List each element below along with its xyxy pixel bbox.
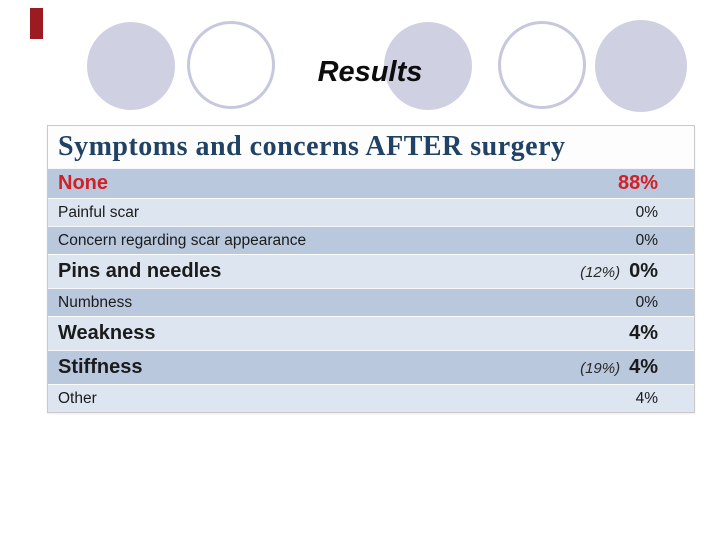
table-row: Stiffness (19%) 4%	[48, 350, 694, 384]
row-label: Painful scar	[58, 203, 139, 221]
row-value: 0%	[635, 293, 658, 311]
row-label: None	[58, 172, 108, 194]
decor-circle-filled-1	[87, 22, 175, 110]
symptoms-table: Symptoms and concerns AFTER surgery None…	[47, 125, 695, 413]
row-label: Other	[58, 389, 97, 407]
row-value-group: 88%	[618, 172, 658, 195]
row-value: 0%	[629, 260, 658, 282]
row-value-group: 4%	[636, 390, 658, 408]
row-value: 0%	[635, 203, 658, 221]
table-title: Symptoms and concerns AFTER surgery	[48, 126, 694, 168]
table-row: Painful scar 0%	[48, 198, 694, 226]
decor-circle-filled-3	[595, 20, 687, 112]
row-label: Concern regarding scar appearance	[58, 231, 307, 249]
table-row: Other 4%	[48, 384, 694, 412]
row-value: 4%	[629, 322, 658, 344]
table-row: None 88%	[48, 168, 694, 198]
row-value-group: 0%	[636, 294, 658, 312]
row-value: 0%	[635, 231, 658, 249]
row-value-group: 0%	[636, 232, 658, 250]
accent-bar	[30, 8, 43, 39]
table-row: Pins and needles (12%) 0%	[48, 254, 694, 288]
row-value-group: (12%) 0%	[580, 260, 658, 283]
symptoms-table-body: None 88% Painful scar 0% Concern regarding s…	[48, 168, 694, 412]
decor-circle-outline-1	[187, 21, 275, 109]
table-row: Concern regarding scar appearance 0%	[48, 226, 694, 254]
row-value: 4%	[635, 389, 658, 407]
row-value-group: (19%) 4%	[580, 356, 658, 379]
row-label: Pins and needles	[58, 260, 222, 282]
row-value: 88%	[617, 172, 658, 194]
table-row: Numbness 0%	[48, 288, 694, 316]
row-value-group: 4%	[629, 322, 658, 345]
decor-circle-filled-2	[384, 22, 472, 110]
row-value: 4%	[629, 356, 658, 378]
row-label: Numbness	[58, 293, 133, 311]
row-note: (19%)	[580, 360, 621, 377]
table-row: Weakness 4%	[48, 316, 694, 350]
row-value-group: 0%	[636, 204, 658, 222]
row-label: Weakness	[58, 322, 156, 344]
row-note: (12%)	[580, 264, 621, 281]
decor-circle-outline-2	[498, 21, 586, 109]
row-label: Stiffness	[58, 356, 143, 378]
slide-title: Results	[317, 56, 423, 88]
